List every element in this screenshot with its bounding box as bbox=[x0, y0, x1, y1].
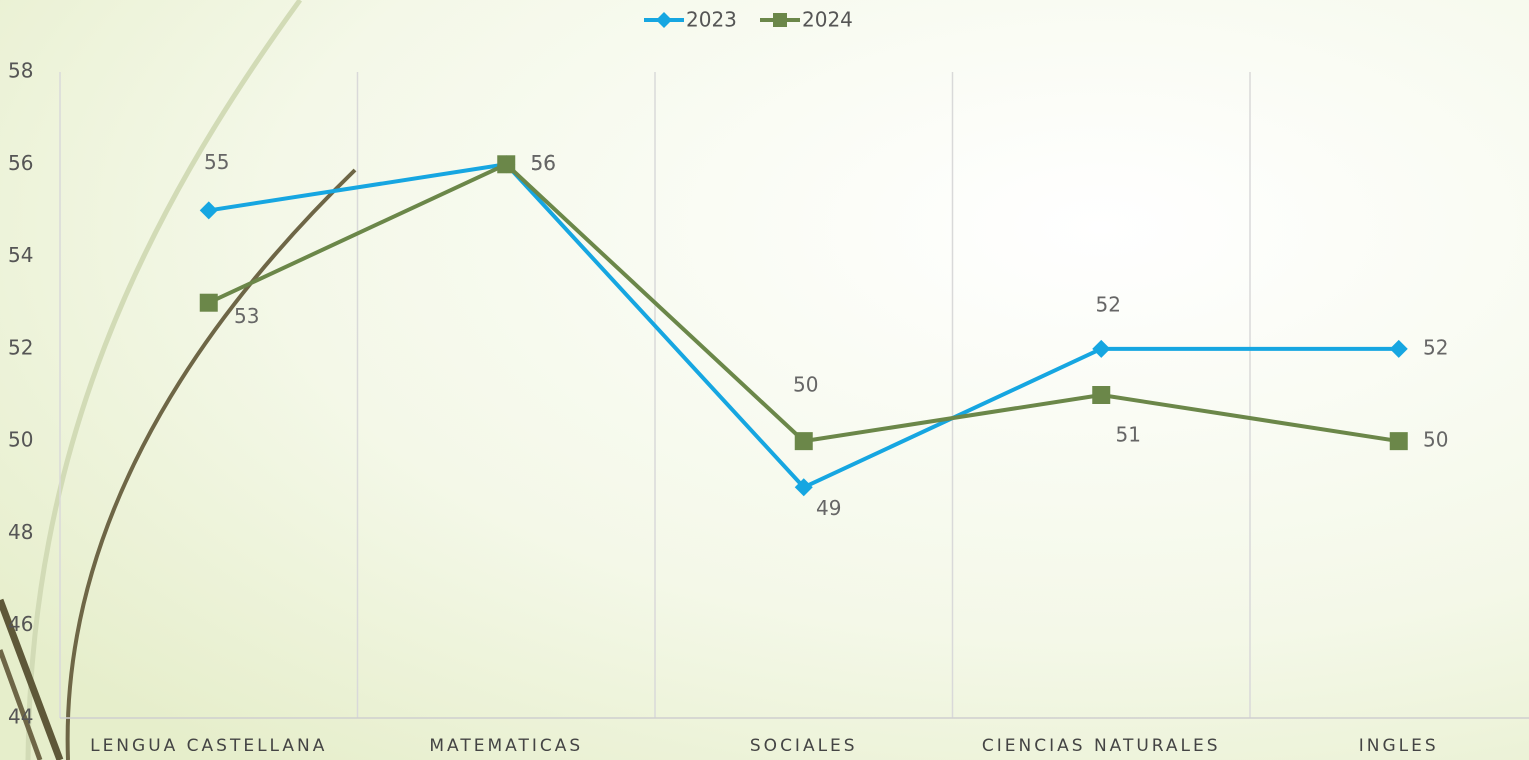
legend-label: 2023 bbox=[686, 8, 737, 32]
data-label: 52 bbox=[1096, 292, 1121, 316]
point-marker bbox=[200, 294, 218, 312]
y-tick-label: 56 bbox=[8, 151, 33, 175]
data-label: 50 bbox=[1423, 428, 1448, 452]
chart: 44 46 48 50 52 54 56 58 LENGUA CASTELLANA MATEMAT… bbox=[0, 0, 1529, 760]
y-tick-label: 58 bbox=[8, 59, 33, 83]
y-tick-label: 54 bbox=[8, 243, 33, 267]
x-tick-label: SOCIALES bbox=[750, 736, 858, 756]
point-marker bbox=[795, 432, 813, 450]
x-tick-label: LENGUA CASTELLANA bbox=[90, 736, 327, 756]
background bbox=[0, 0, 1529, 760]
legend-marker bbox=[773, 13, 787, 27]
x-tick-label: CIENCIAS NATURALES bbox=[982, 736, 1221, 756]
data-label: 53 bbox=[234, 304, 259, 328]
data-label: 52 bbox=[1423, 335, 1448, 359]
point-marker bbox=[497, 155, 515, 173]
y-tick-label: 48 bbox=[8, 520, 33, 544]
x-tick-label: INGLES bbox=[1359, 736, 1439, 756]
point-marker bbox=[1390, 432, 1408, 450]
data-label: 51 bbox=[1116, 423, 1141, 447]
point-marker bbox=[1092, 386, 1110, 404]
y-tick-label: 50 bbox=[8, 428, 33, 452]
data-label: 55 bbox=[204, 150, 229, 174]
y-tick-label: 44 bbox=[8, 705, 33, 729]
legend-label: 2024 bbox=[802, 8, 853, 32]
data-label: 49 bbox=[816, 496, 841, 520]
data-label: 56 bbox=[531, 151, 556, 175]
data-label: 50 bbox=[793, 373, 818, 397]
y-tick-label: 46 bbox=[8, 612, 33, 636]
x-tick-label: MATEMATICAS bbox=[429, 736, 583, 756]
y-tick-label: 52 bbox=[8, 335, 33, 359]
